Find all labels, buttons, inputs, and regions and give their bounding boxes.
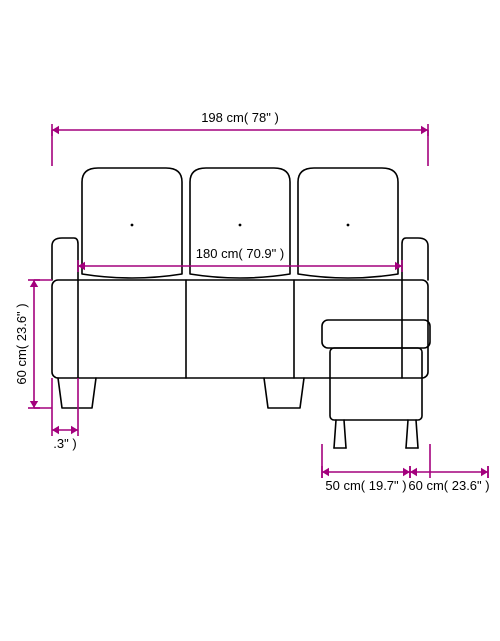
dim-arrow	[421, 126, 428, 134]
dim-arrow	[52, 126, 59, 134]
outline-rect	[330, 348, 422, 420]
dim-arrow	[52, 426, 59, 434]
outline-path	[58, 378, 96, 408]
tuft-dot	[131, 224, 134, 227]
outline-path	[82, 168, 182, 278]
dim-label: 180 cm( 70.9" )	[196, 246, 284, 261]
outline-rect	[322, 320, 430, 348]
dim-arrow	[322, 468, 329, 476]
outline-rect	[52, 280, 428, 378]
tuft-dot	[347, 224, 350, 227]
dim-arrow	[481, 468, 488, 476]
dim-arrow	[30, 401, 38, 408]
outline-path	[334, 420, 346, 448]
dim-label: 198 cm( 78" )	[201, 110, 279, 125]
outline-path	[402, 238, 428, 280]
dim-arrow	[410, 468, 417, 476]
outline-path	[190, 168, 290, 278]
outline-path	[264, 378, 304, 408]
dim-label: 60 cm( 23.6" )	[408, 478, 489, 493]
dim-label: .3" )	[53, 436, 76, 451]
dim-label: 50 cm( 19.7" )	[325, 478, 406, 493]
outline-path	[52, 238, 78, 280]
dim-label: 60 cm( 23.6" )	[14, 303, 29, 384]
dim-arrow	[30, 280, 38, 287]
dim-arrow	[403, 468, 410, 476]
tuft-dot	[239, 224, 242, 227]
outline-path	[406, 420, 418, 448]
dim-arrow	[71, 426, 78, 434]
outline-path	[298, 168, 398, 278]
